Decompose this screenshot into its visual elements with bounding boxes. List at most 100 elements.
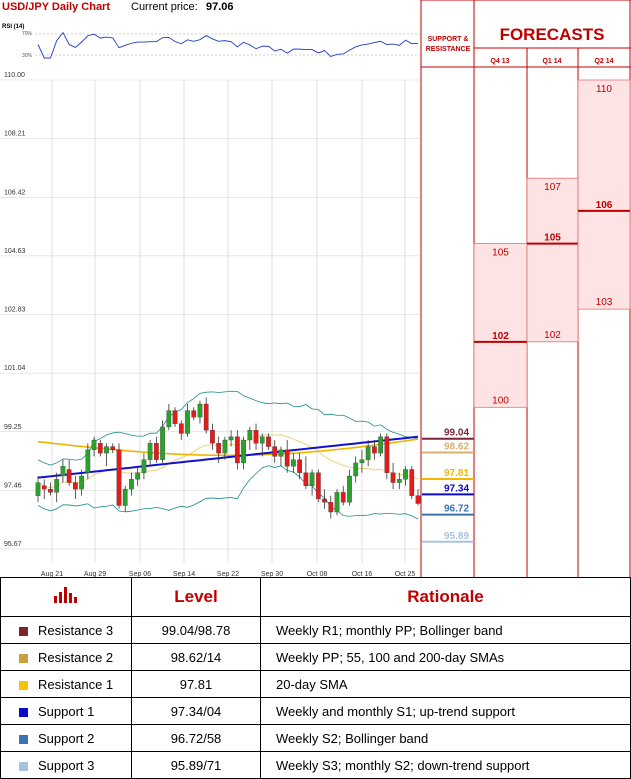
- x-tick-label: Sep 06: [129, 571, 151, 577]
- candle-body: [210, 430, 215, 444]
- level-color-swatch: [19, 734, 28, 744]
- candle-body: [291, 459, 296, 467]
- level-label: 96.72: [444, 504, 469, 515]
- level-name: Resistance 1: [38, 676, 114, 692]
- level-color-swatch: [19, 626, 28, 636]
- candle-body: [129, 479, 134, 490]
- forecast-col-q4-13: Q4 13: [490, 58, 509, 65]
- forecast-low-label: 102: [544, 330, 561, 341]
- level-label: 98.62: [444, 441, 469, 452]
- level-label: 95.89: [444, 531, 469, 542]
- price-chart: 110.00 108.21 106.42 104.63 102.83 101.04 99.2…: [0, 72, 421, 577]
- candle-body: [54, 479, 60, 493]
- current-price-label: Current price:: [131, 1, 198, 13]
- candle-body: [91, 439, 97, 450]
- bollinger-bands: [37, 390, 419, 520]
- bar-chart-icon: [54, 586, 78, 603]
- table-row: Support 1 97.34/04 Weekly and monthly S1; …: [0, 697, 631, 725]
- level-value: 96.72/58: [131, 724, 261, 752]
- forecasts-title: FORECASTS: [500, 25, 605, 44]
- x-tick-label: Oct 08: [307, 571, 328, 577]
- forecast-low-label: 100: [492, 395, 509, 406]
- bar-chart-icon-cell: [0, 577, 132, 617]
- candle-body: [35, 482, 41, 496]
- forecast-range: [526, 177, 579, 343]
- candle-body: [278, 449, 284, 457]
- forecast-col-q1-14: Q1 14: [542, 58, 561, 65]
- level-rationale: Weekly S2; Bollinger band: [260, 724, 631, 752]
- candle-body: [60, 466, 66, 477]
- candle-body: [309, 472, 315, 486]
- y-tick-label: 101.04: [4, 365, 26, 372]
- candle-body: [259, 436, 265, 444]
- x-axis-ticks: Aug 21 Aug 29 Sep 06 Sep 14 Sep 22 Sep 30 Oct …: [41, 571, 416, 577]
- x-tick-label: Sep 30: [261, 571, 283, 577]
- level-name: Support 2: [38, 730, 95, 746]
- x-tick-label: Aug 29: [84, 571, 106, 577]
- y-tick-label: 95.67: [4, 541, 22, 548]
- level-name-cell: Support 2: [0, 724, 132, 752]
- candle-body: [234, 436, 240, 464]
- candle-body: [147, 443, 153, 460]
- candle-body: [154, 443, 159, 460]
- forecast-low-label: 103: [596, 297, 613, 308]
- candle-body: [372, 446, 377, 454]
- y-tick-label: 97.46: [4, 482, 22, 489]
- candle-body: [403, 469, 408, 480]
- candle-body: [116, 449, 122, 506]
- candle-body: [303, 472, 309, 486]
- y-tick-label: 104.63: [4, 248, 26, 255]
- candle-body: [203, 403, 209, 431]
- level-rationale: Weekly S3; monthly S2; down-trend suppor…: [260, 751, 631, 779]
- rsi-tick-70: 70%: [22, 31, 33, 37]
- level-name: Resistance 2: [38, 649, 114, 665]
- candle-body: [110, 446, 116, 450]
- y-tick-label: 110.00: [4, 72, 25, 79]
- candle-body: [328, 502, 334, 513]
- candle-body: [48, 488, 53, 493]
- table-row: Support 3 95.89/71 Weekly S3; monthly S2; …: [0, 751, 631, 779]
- candle-body: [415, 495, 421, 504]
- y-axis-ticks: 110.00 108.21 106.42 104.63 102.83 101.04 99.2…: [4, 72, 26, 548]
- candle-body: [297, 459, 302, 473]
- candle-body: [284, 449, 290, 467]
- level-color-swatch: [19, 761, 28, 771]
- y-tick-label: 108.21: [4, 131, 26, 138]
- chart-title: USD/JPY Daily Chart: [2, 1, 111, 13]
- table-row: Resistance 1 97.81 20-day SMA: [0, 670, 631, 698]
- candle-body: [141, 459, 147, 473]
- candle-body: [272, 446, 278, 457]
- x-tick-label: Sep 22: [217, 571, 239, 577]
- candle-body: [384, 436, 390, 473]
- support-resistance-title-1: SUPPORT &: [428, 36, 469, 43]
- forecast-central-label: 106: [596, 200, 613, 211]
- candle-body: [79, 475, 84, 490]
- level-rationale: Weekly and monthly S1; up-trend support: [260, 697, 631, 725]
- candle-body: [253, 430, 259, 444]
- candle-body: [378, 436, 383, 454]
- forecast-high-label: 107: [544, 182, 561, 193]
- candle-body: [222, 439, 228, 454]
- candle-body: [185, 410, 190, 434]
- table-row: Support 2 96.72/58 Weekly S2; Bollinger ba…: [0, 724, 631, 752]
- level-name-cell: Resistance 2: [0, 643, 132, 671]
- level-rationale: 20-day SMA: [260, 670, 631, 698]
- rationale-header: Rationale: [260, 577, 631, 617]
- level-label: 99.04: [444, 428, 469, 439]
- support-resistance-title-2: RESISTANCE: [426, 46, 471, 53]
- candle-body: [340, 492, 346, 503]
- levels-table: Level Rationale Resistance 3 99.04/98.78 W…: [0, 577, 631, 779]
- level-value: 99.04/98.78: [131, 616, 261, 644]
- level-header: Level: [131, 577, 261, 617]
- forecast-high-label: 105: [492, 248, 509, 259]
- rsi-line: [37, 31, 419, 59]
- x-tick-label: Oct 25: [395, 571, 416, 577]
- candle-body: [396, 479, 402, 483]
- candle-body: [41, 485, 47, 490]
- candle-body: [166, 410, 172, 428]
- rsi-label: RSI (14): [2, 24, 24, 30]
- forecast-ranges: 105 102 100 107 105 102 110 106 103: [473, 79, 631, 408]
- current-price-value: 97.06: [206, 1, 234, 13]
- level-name-cell: Support 3: [0, 751, 132, 779]
- level-color-swatch: [19, 680, 28, 690]
